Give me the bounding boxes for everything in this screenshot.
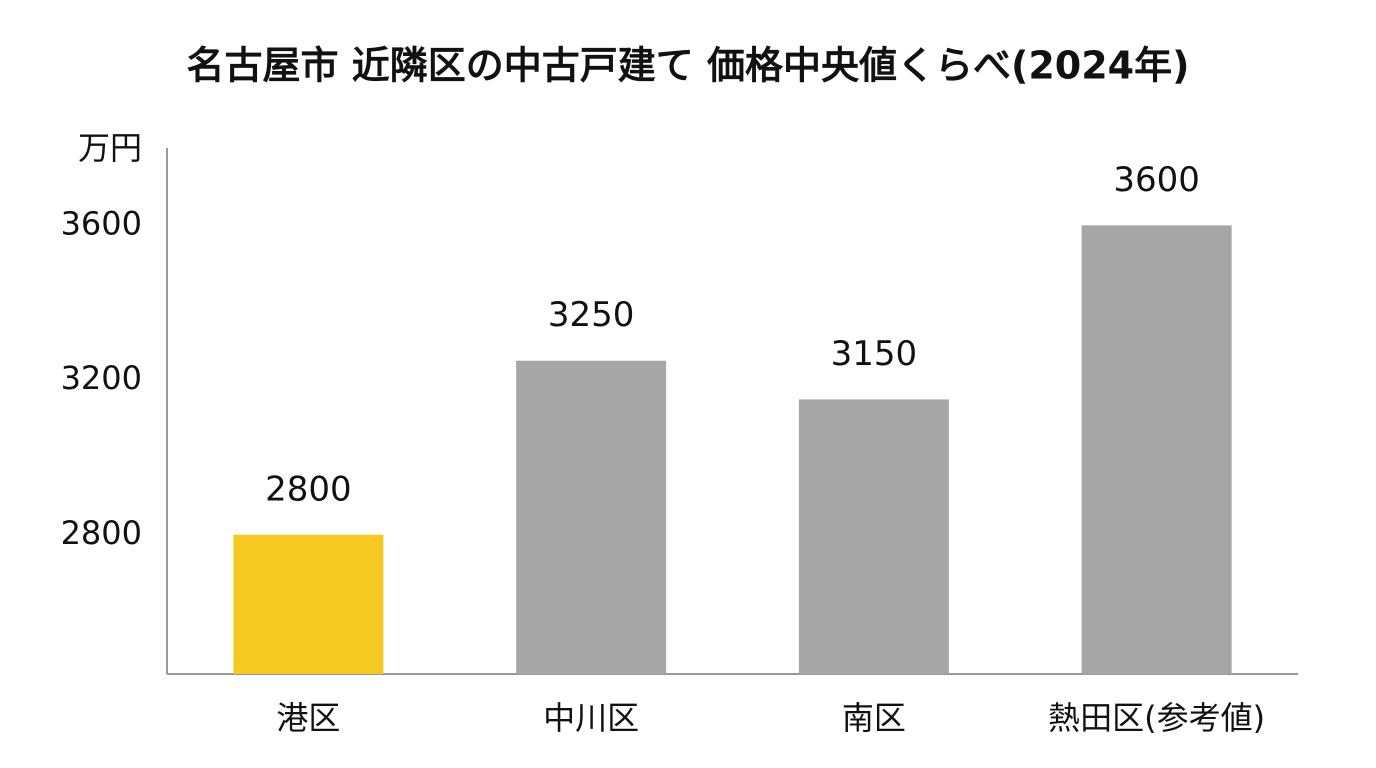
x-tick-label: 熱田区(参考値) xyxy=(1048,699,1265,737)
x-tick-label: 港区 xyxy=(276,699,340,737)
x-tick-label: 南区 xyxy=(842,699,906,737)
bar xyxy=(798,399,949,674)
y-tick-label: 2800 xyxy=(61,514,142,552)
value-label: 2800 xyxy=(265,469,352,509)
bar xyxy=(516,360,667,674)
value-label: 3600 xyxy=(1113,160,1200,200)
chart-title: 名古屋市 近隣区の中古戸建て 価格中央値くらべ(2024年) xyxy=(187,44,1190,88)
bar xyxy=(1081,225,1232,674)
y-tick-label: 3600 xyxy=(61,204,142,242)
y-tick-label: 3200 xyxy=(61,359,142,397)
x-tick-label: 中川区 xyxy=(543,699,639,737)
y-axis-label: 万円 xyxy=(78,129,142,167)
value-label: 3150 xyxy=(831,334,918,374)
bar xyxy=(233,534,384,674)
value-label: 3250 xyxy=(548,295,635,335)
